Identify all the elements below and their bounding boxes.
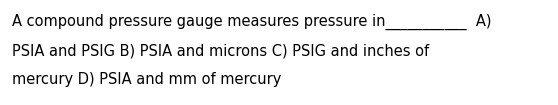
Text: PSIA and PSIG B) PSIA and microns C) PSIG and inches of: PSIA and PSIG B) PSIA and microns C) PSI… (12, 43, 429, 58)
Text: mercury D) PSIA and mm of mercury: mercury D) PSIA and mm of mercury (12, 72, 281, 87)
Text: A compound pressure gauge measures pressure in___________  A): A compound pressure gauge measures press… (12, 14, 492, 30)
